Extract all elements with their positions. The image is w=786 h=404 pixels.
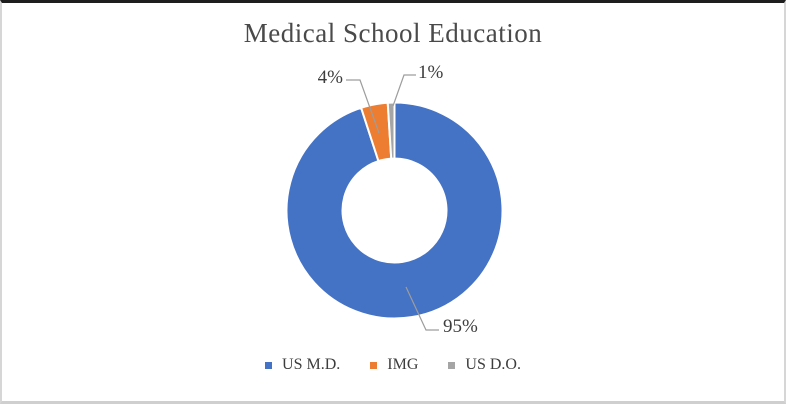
data-label-us-md: 95% <box>443 316 478 337</box>
chart-title: Medical School Education <box>243 18 543 48</box>
legend-swatch-us-do <box>448 361 456 369</box>
legend-item-img[interactable]: IMG <box>370 356 418 374</box>
legend-label-img: IMG <box>387 356 419 373</box>
leader-line-do <box>392 74 416 107</box>
data-label-us-do: 1% <box>418 62 444 83</box>
legend-item-us-do[interactable]: US D.O. <box>448 356 521 374</box>
donut-segment-us-m-d[interactable] <box>285 101 504 320</box>
legend-swatch-us-md <box>265 361 273 369</box>
leader-line-md <box>405 286 439 331</box>
donut-segment-us-d-o[interactable] <box>386 101 396 160</box>
legend: US M.D. IMG US D.O. <box>2 356 784 374</box>
leader-lines <box>346 74 439 331</box>
donut-segments <box>285 101 504 320</box>
donut-plot-area <box>285 74 504 331</box>
leader-line-img <box>346 79 380 134</box>
data-label-img: 4% <box>317 67 343 88</box>
legend-swatch-img <box>370 361 378 369</box>
legend-item-us-md[interactable]: US M.D. <box>265 356 340 374</box>
legend-label-us-do: US D.O. <box>465 356 521 373</box>
legend-label-us-md: US M.D. <box>282 356 341 373</box>
